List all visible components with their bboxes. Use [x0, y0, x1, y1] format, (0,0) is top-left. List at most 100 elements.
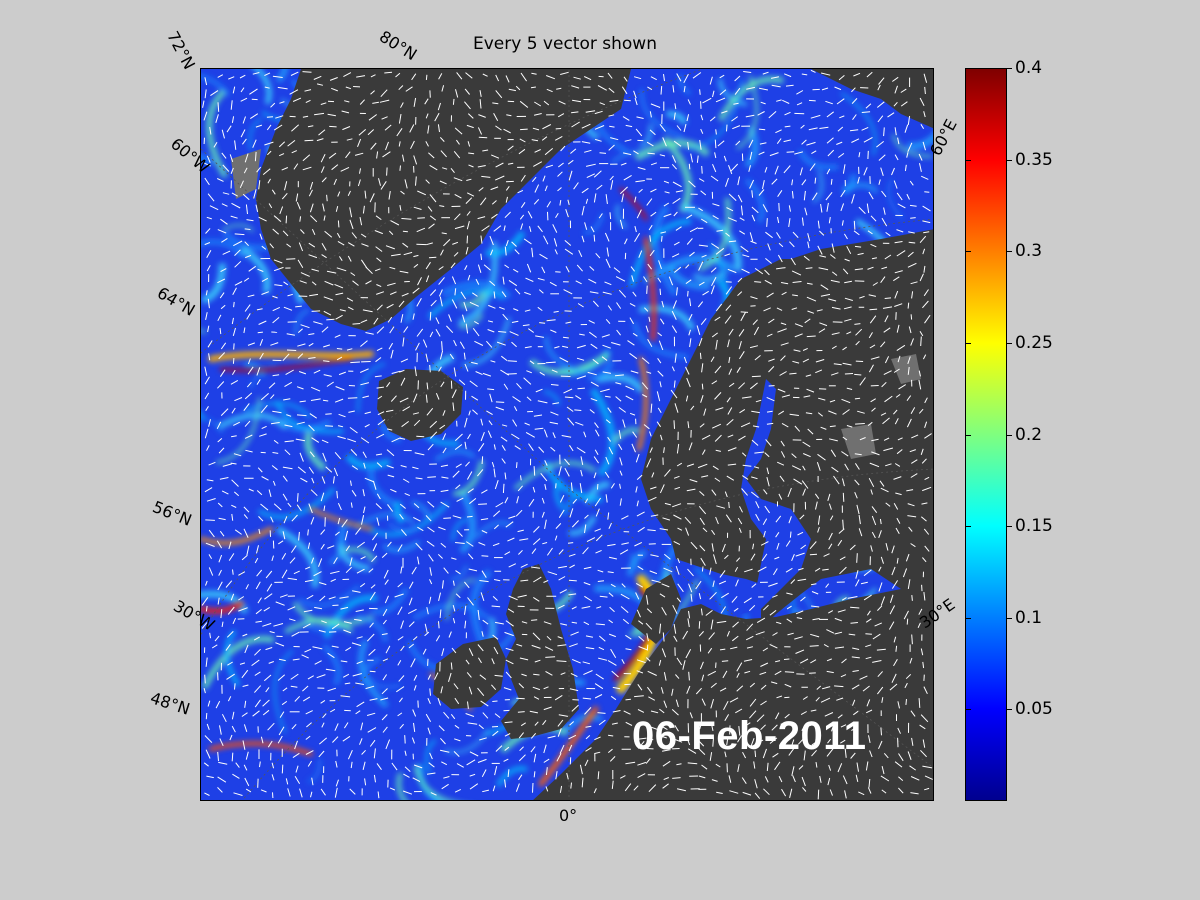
velocity-vector	[840, 189, 846, 198]
colorbar-tick	[965, 159, 971, 161]
velocity-vector	[231, 192, 238, 197]
velocity-vector	[867, 421, 873, 426]
velocity-vector	[884, 356, 890, 364]
velocity-vector	[345, 545, 351, 552]
velocity-vector	[505, 75, 510, 83]
velocity-vector	[264, 141, 274, 146]
velocity-vector	[390, 291, 397, 295]
velocity-vector	[817, 526, 820, 533]
velocity-vector	[327, 687, 337, 692]
velocity-vector	[495, 502, 504, 508]
velocity-vector	[781, 282, 789, 285]
velocity-vector	[674, 103, 677, 110]
velocity-vector	[848, 633, 856, 636]
velocity-vector	[802, 441, 811, 448]
velocity-vector	[620, 593, 630, 600]
velocity-vector	[427, 125, 430, 134]
velocity-vector	[499, 306, 505, 310]
velocity-vector	[846, 425, 853, 428]
velocity-vector	[532, 632, 541, 641]
velocity-vector	[247, 342, 255, 346]
velocity-vector	[381, 688, 388, 695]
velocity-vector	[335, 205, 339, 212]
velocity-vector	[793, 349, 801, 352]
velocity-vector	[323, 310, 332, 316]
velocity-vector	[826, 670, 834, 674]
velocity-vector	[258, 528, 261, 534]
velocity-vector	[776, 138, 782, 144]
velocity-vector	[429, 164, 438, 171]
velocity-vector	[505, 671, 512, 679]
velocity-vector	[465, 713, 475, 717]
velocity-vector	[597, 580, 605, 582]
velocity-vector	[674, 353, 677, 363]
velocity-vector	[827, 738, 831, 744]
velocity-vector	[308, 503, 313, 514]
velocity-vector	[533, 576, 542, 583]
velocity-vector	[700, 318, 707, 326]
velocity-vector	[543, 621, 552, 625]
velocity-vector	[820, 426, 827, 430]
velocity-vector	[478, 724, 484, 730]
velocity-vector	[217, 229, 227, 234]
velocity-vector	[345, 86, 352, 90]
velocity-vector	[699, 517, 705, 526]
velocity-vector	[430, 431, 438, 439]
velocity-vector	[404, 492, 410, 497]
velocity-vector	[819, 126, 829, 129]
velocity-vector	[894, 303, 903, 307]
velocity-vector	[830, 178, 833, 185]
velocity-vector	[516, 697, 525, 700]
velocity-vector	[893, 180, 898, 189]
velocity-vector	[503, 687, 512, 691]
velocity-vector	[221, 203, 228, 207]
velocity-vector	[450, 262, 456, 269]
velocity-vector	[791, 191, 794, 199]
velocity-vector	[836, 141, 843, 145]
velocity-vector	[865, 633, 872, 635]
velocity-vector	[287, 577, 297, 581]
velocity-vector	[260, 736, 264, 744]
velocity-vector	[305, 99, 311, 104]
velocity-vector	[256, 166, 262, 173]
velocity-vector	[867, 787, 872, 794]
velocity-vector	[881, 765, 885, 775]
velocity-vector	[532, 686, 541, 691]
velocity-vector	[520, 128, 528, 131]
velocity-vector	[759, 671, 767, 675]
velocity-vector	[609, 606, 615, 613]
velocity-vector	[814, 567, 821, 572]
velocity-vector	[504, 211, 511, 219]
velocity-vector	[826, 168, 831, 175]
velocity-vector	[803, 255, 810, 261]
current-streak	[337, 544, 371, 572]
velocity-vector	[279, 206, 284, 215]
velocity-vector	[862, 685, 870, 692]
velocity-vector	[213, 141, 218, 148]
velocity-vector	[857, 252, 864, 256]
velocity-vector	[754, 355, 761, 361]
velocity-vector	[520, 722, 526, 727]
velocity-vector	[918, 379, 922, 390]
velocity-vector	[557, 113, 565, 118]
velocity-vector	[492, 785, 496, 792]
velocity-vector	[477, 758, 487, 763]
velocity-vector	[599, 102, 605, 106]
velocity-vector	[398, 697, 403, 703]
velocity-vector	[700, 608, 703, 616]
velocity-vector	[409, 124, 415, 133]
velocity-vector	[560, 71, 569, 75]
velocity-vector	[619, 483, 621, 489]
velocity-vector	[623, 174, 632, 181]
velocity-vector	[434, 672, 439, 680]
velocity-vector	[464, 363, 469, 372]
velocity-vector	[492, 634, 499, 640]
velocity-vector	[923, 289, 929, 297]
velocity-vector	[372, 480, 377, 490]
velocity-vector	[371, 555, 378, 563]
velocity-vector	[273, 439, 279, 444]
velocity-vector	[581, 187, 589, 194]
velocity-vector	[903, 610, 909, 620]
velocity-vector	[619, 186, 628, 195]
velocity-vector	[698, 505, 707, 515]
